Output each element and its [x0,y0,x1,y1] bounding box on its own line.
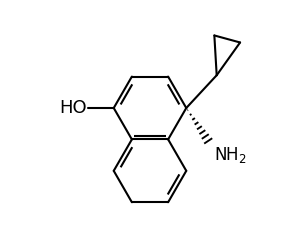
Text: HO: HO [59,99,87,117]
Text: NH$_2$: NH$_2$ [214,146,247,165]
